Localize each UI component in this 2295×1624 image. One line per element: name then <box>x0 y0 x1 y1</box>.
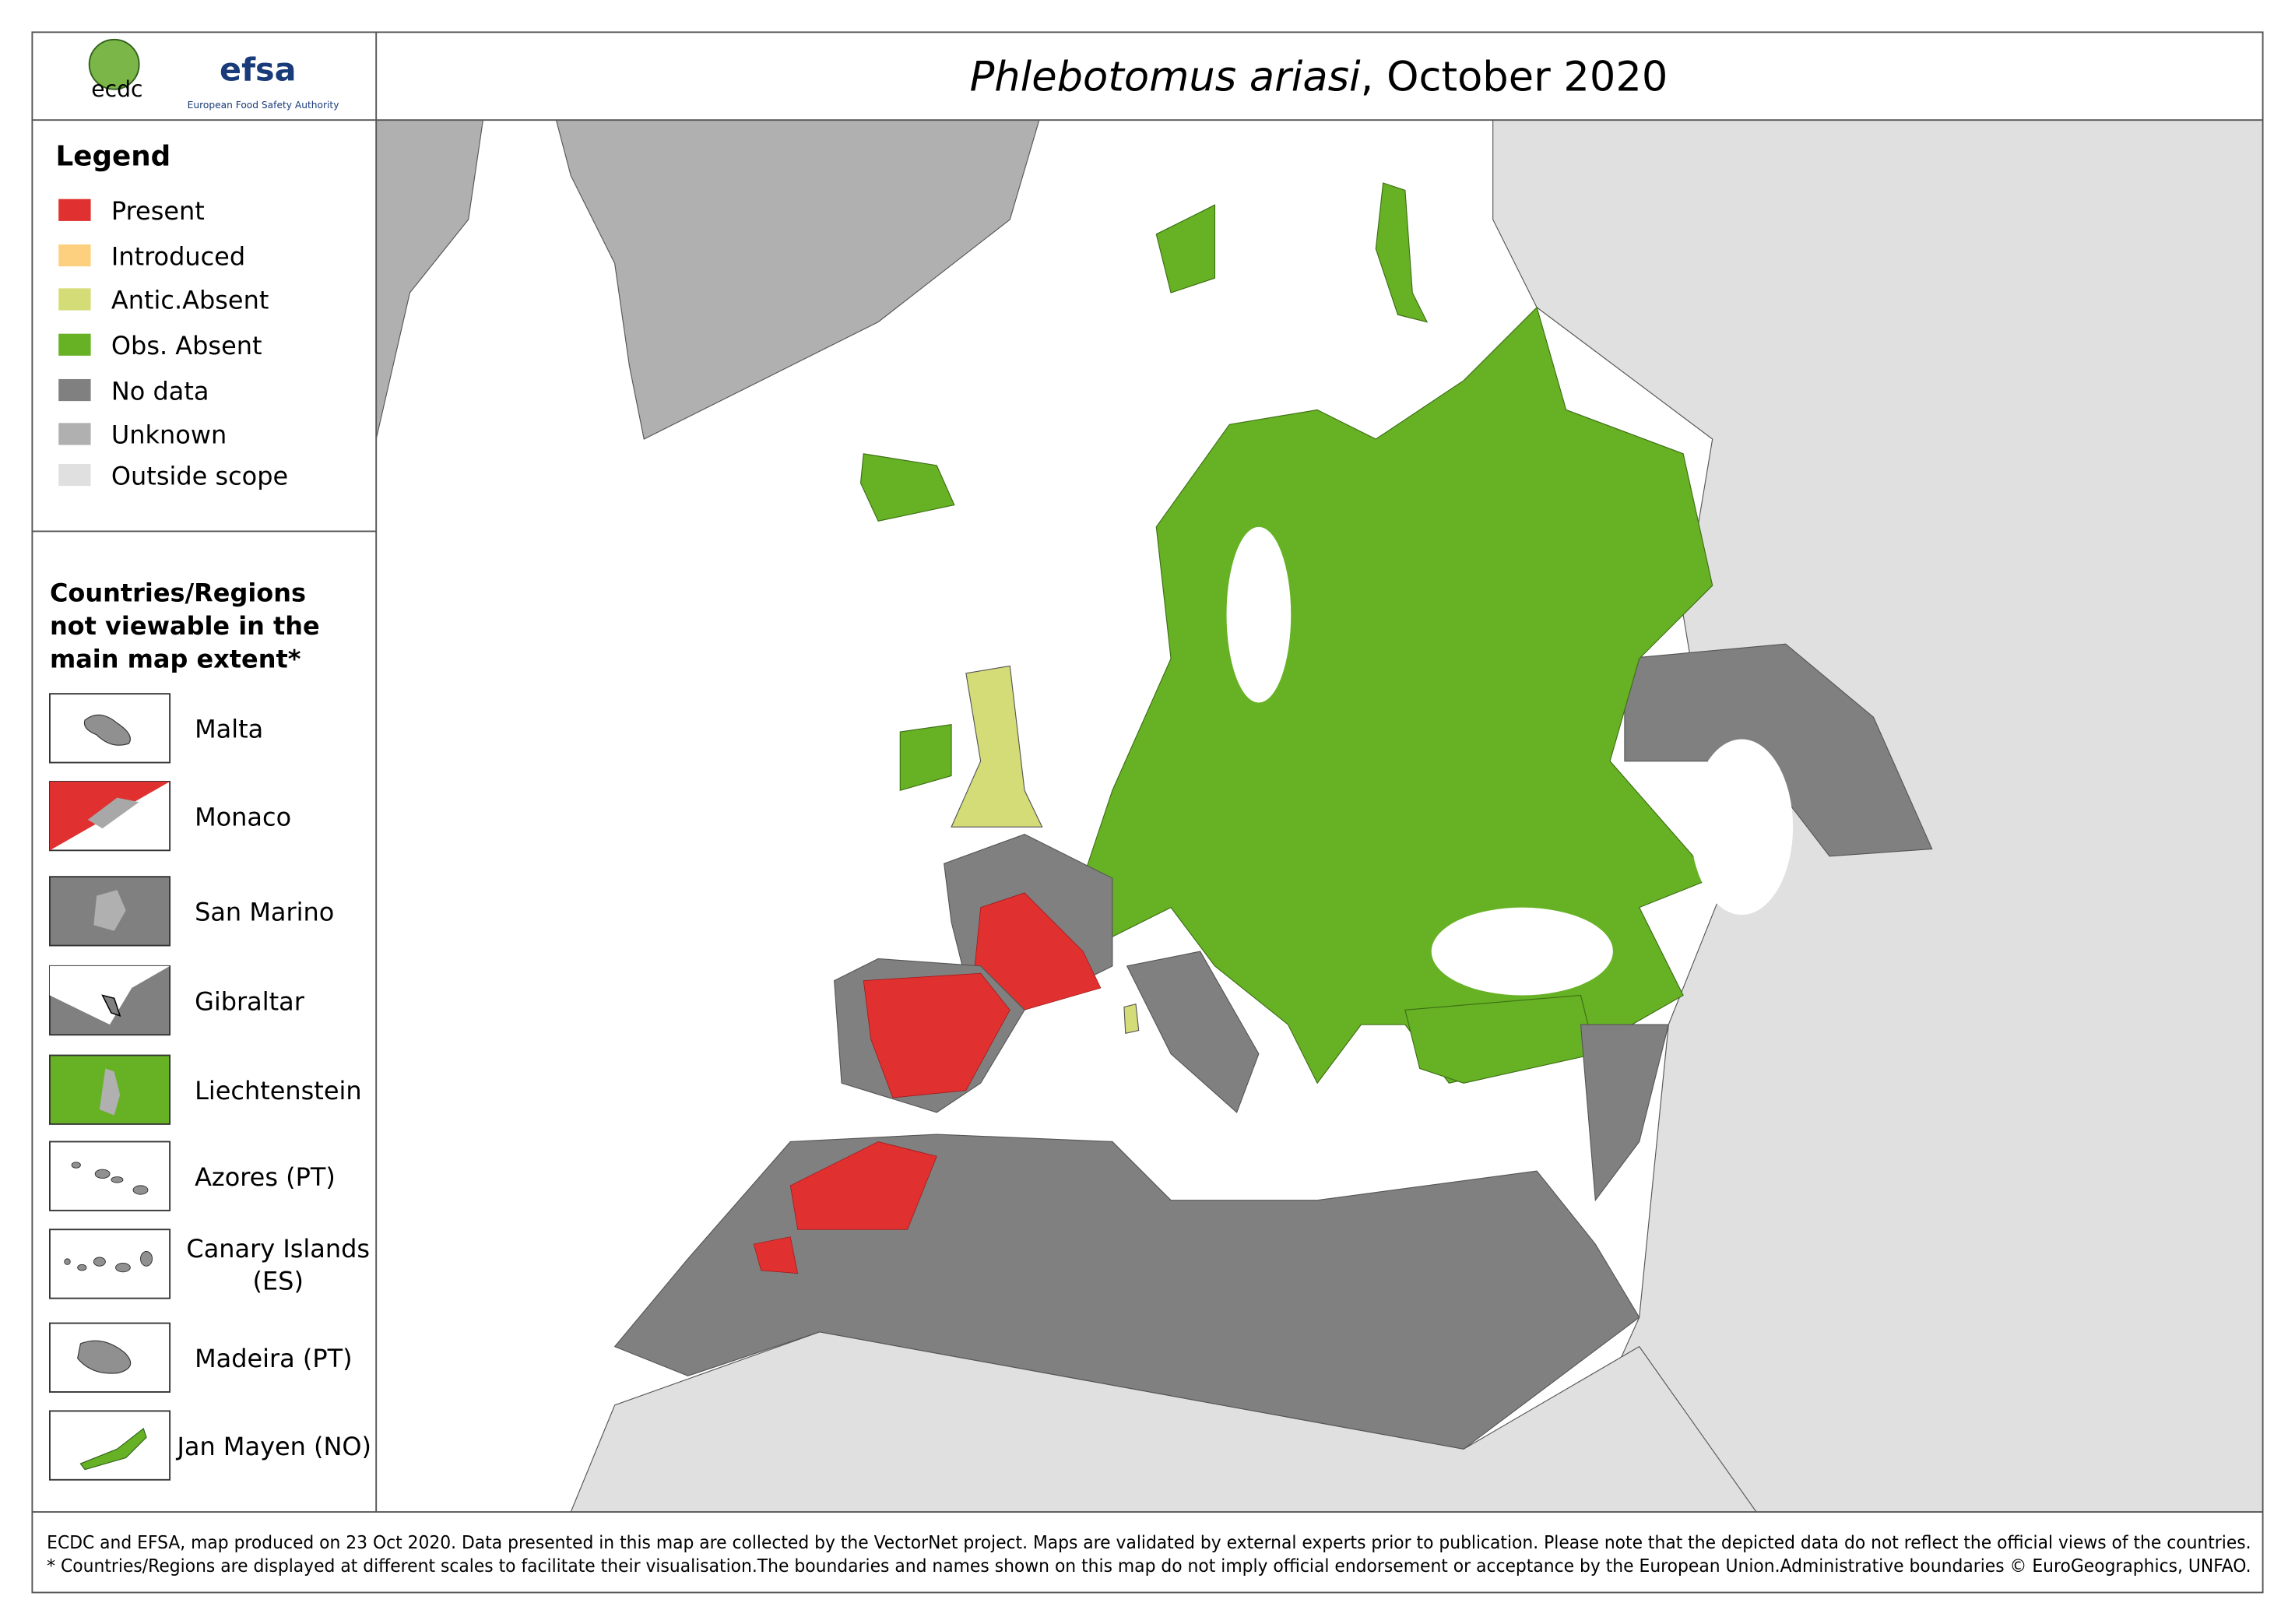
legend-label: Introduced <box>111 241 245 271</box>
black-sea <box>1431 907 1613 996</box>
region-morocco-present <box>789 1141 937 1230</box>
legend-title: Legend <box>55 140 170 172</box>
region-italy <box>1126 951 1260 1113</box>
efsa-caption: European Food Safety Authority <box>188 100 339 111</box>
legend-swatch <box>58 463 91 487</box>
legend-label: Antic.Absent <box>111 286 269 315</box>
region-svalbard <box>1155 204 1216 294</box>
region-middle-east <box>1580 1024 1670 1202</box>
legend-swatch <box>58 333 91 356</box>
efsa-logo: efsa <box>220 51 297 88</box>
inset-madeira-shape <box>77 1340 132 1374</box>
legend-swatch <box>58 423 91 445</box>
inset-azores <box>49 1141 171 1211</box>
ecdc-logo: ecdc <box>91 76 142 102</box>
inset-gibraltar-sea <box>49 965 170 1025</box>
inset-shapes <box>49 693 171 1481</box>
inset-canary-shape <box>64 1250 153 1273</box>
inset-gibraltar-shape <box>101 994 121 1017</box>
inset-label: Liechtenstein <box>195 1076 362 1106</box>
inset-san-marino-shape <box>93 890 126 931</box>
insets-heading: Countries/Regions <box>50 578 306 608</box>
inset-label: Jan Mayen (NO) <box>176 1432 372 1461</box>
region-canada <box>376 120 484 440</box>
region-ireland <box>899 723 952 791</box>
title-species: Phlebotomus ariasi <box>970 54 1361 101</box>
legend-swatch <box>58 378 91 402</box>
legend-label: Obs. Absent <box>111 331 262 360</box>
inset-monaco-land <box>87 797 139 829</box>
legend-label: Unknown <box>111 420 227 450</box>
inset-label: Canary Islands <box>186 1234 370 1264</box>
map <box>376 120 2263 1513</box>
footer-note: ECDC and EFSA, map produced on 23 Oct 20… <box>47 1533 2251 1553</box>
caspian-sea <box>1690 739 1794 916</box>
insets-heading: main map extent* <box>50 644 301 673</box>
footer-note: * Countries/Regions are displayed at dif… <box>47 1556 2251 1577</box>
map-title: Phlebotomus ariasi, October 2020 <box>970 54 1668 101</box>
frame <box>31 31 2264 1594</box>
inset-label: Monaco <box>195 802 291 831</box>
region-caucasus <box>1624 643 1933 857</box>
legend-label: Outside scope <box>111 461 288 490</box>
inset-label: Azores (PT) <box>195 1162 336 1192</box>
insets-heading: not viewable in the <box>50 611 320 641</box>
region-uk <box>951 665 1043 828</box>
inset-label: Madeira (PT) <box>195 1344 353 1373</box>
legend-label: Present <box>111 196 205 226</box>
region-corsica <box>1123 1004 1140 1035</box>
inset-liechtenstein-shape <box>99 1068 121 1116</box>
inset-label: Gibraltar <box>195 986 305 1016</box>
legend: Present Introduced Antic.Absent Obs. Absent… <box>58 196 288 490</box>
inset-malta-shape <box>83 714 131 746</box>
region-turkey <box>1404 994 1596 1084</box>
legend-swatch <box>58 288 91 311</box>
inset-jan-mayen-shape <box>79 1428 147 1471</box>
title-date: , October 2020 <box>1361 54 1668 101</box>
region-morocco-south-present <box>753 1236 799 1274</box>
legend-label: No data <box>111 376 209 406</box>
baltic-sea <box>1226 526 1292 703</box>
inset-malta <box>49 693 171 764</box>
inset-jan-mayen <box>49 1410 171 1481</box>
inset-azores-shape <box>71 1162 149 1195</box>
region-iberia-present <box>863 972 1010 1098</box>
region-iceland <box>859 453 955 522</box>
inset-label: Malta <box>195 715 263 744</box>
footer: ECDC and EFSA, map produced on 23 Oct 20… <box>47 1533 2251 1577</box>
region-novaya-zemlya <box>1375 182 1429 323</box>
inset-labels: Malta Monaco San Marino Gibraltar Liechtenst… <box>176 715 372 1461</box>
legend-swatch <box>58 199 91 221</box>
inset-label: San Marino <box>195 898 334 927</box>
legend-swatch <box>58 244 91 267</box>
inset-label: (ES) <box>253 1266 304 1295</box>
ecdc-globe <box>88 38 140 90</box>
region-greenland <box>555 120 1040 440</box>
